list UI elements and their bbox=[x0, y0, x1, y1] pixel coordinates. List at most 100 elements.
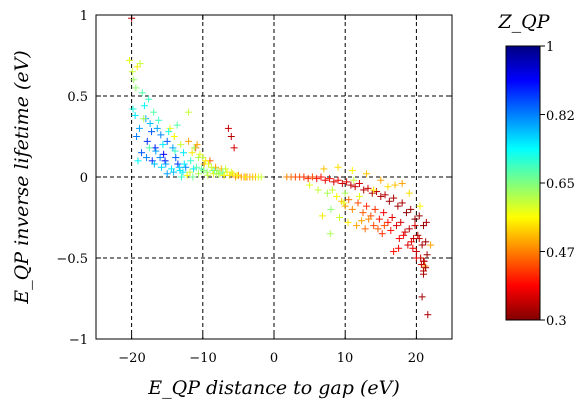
data-point bbox=[385, 197, 393, 205]
data-point bbox=[390, 194, 398, 202]
data-point bbox=[192, 163, 200, 171]
data-point bbox=[400, 231, 408, 239]
data-point bbox=[355, 179, 363, 187]
data-point bbox=[422, 264, 430, 272]
data-point bbox=[313, 175, 321, 183]
data-point bbox=[140, 102, 148, 110]
data-point bbox=[189, 173, 197, 181]
data-point bbox=[193, 141, 201, 149]
data-point bbox=[360, 186, 368, 194]
data-point bbox=[394, 202, 402, 210]
data-point bbox=[330, 178, 338, 186]
data-point bbox=[363, 202, 371, 210]
data-point bbox=[136, 60, 144, 68]
data-point bbox=[345, 196, 353, 204]
data-point bbox=[390, 248, 398, 256]
data-point bbox=[420, 222, 428, 230]
data-point bbox=[153, 124, 161, 132]
data-point bbox=[148, 128, 156, 136]
data-point bbox=[171, 147, 179, 155]
data-point bbox=[384, 183, 392, 191]
data-point bbox=[128, 68, 136, 76]
data-point bbox=[132, 84, 140, 92]
data-point bbox=[129, 105, 137, 113]
colorbar-tick-label: 0.3 bbox=[546, 314, 567, 329]
data-point bbox=[364, 184, 372, 192]
data-point bbox=[358, 217, 366, 225]
data-point bbox=[204, 160, 212, 168]
data-point bbox=[377, 192, 385, 200]
data-point bbox=[374, 225, 382, 233]
data-point bbox=[340, 199, 348, 207]
data-point bbox=[314, 186, 322, 194]
data-point bbox=[336, 214, 344, 221]
data-point bbox=[172, 154, 180, 162]
data-point bbox=[420, 270, 428, 278]
data-point bbox=[407, 238, 415, 246]
colorbar-tick-label: 0.47 bbox=[546, 246, 575, 261]
data-point bbox=[412, 248, 420, 256]
data-point bbox=[213, 167, 221, 175]
data-point bbox=[187, 157, 195, 165]
data-point bbox=[334, 163, 342, 171]
x-tick-label: 20 bbox=[408, 351, 425, 366]
data-point bbox=[177, 141, 185, 149]
data-point bbox=[200, 167, 208, 175]
data-point bbox=[306, 181, 314, 189]
data-point bbox=[204, 171, 212, 179]
colorbar-ticks bbox=[540, 45, 545, 321]
data-point bbox=[195, 170, 203, 178]
data-point bbox=[424, 311, 432, 319]
data-point bbox=[380, 222, 388, 230]
colorbar-title: Z_QP bbox=[497, 11, 550, 33]
data-point bbox=[328, 186, 336, 194]
data-point bbox=[180, 149, 188, 157]
data-point bbox=[177, 173, 185, 181]
data-point bbox=[157, 131, 165, 139]
y-tick-label: 1 bbox=[80, 9, 88, 24]
data-point bbox=[176, 167, 184, 175]
data-point bbox=[185, 108, 193, 116]
data-point bbox=[308, 173, 316, 181]
x-tick-label: −20 bbox=[118, 351, 145, 366]
data-point bbox=[398, 199, 406, 207]
data-point bbox=[326, 230, 334, 238]
data-point bbox=[354, 199, 362, 207]
data-point bbox=[365, 215, 373, 223]
data-point bbox=[170, 133, 178, 140]
data-point bbox=[348, 167, 356, 175]
data-point bbox=[196, 150, 204, 158]
data-point bbox=[202, 157, 210, 165]
data-point bbox=[156, 154, 164, 162]
data-point bbox=[370, 222, 378, 230]
y-tick-label: 0.5 bbox=[67, 90, 88, 105]
data-point bbox=[418, 293, 426, 301]
data-point bbox=[188, 149, 196, 157]
data-point bbox=[155, 116, 163, 124]
data-point bbox=[227, 133, 235, 140]
data-point bbox=[163, 170, 171, 178]
data-point bbox=[219, 168, 227, 176]
data-point bbox=[135, 124, 143, 132]
data-point bbox=[370, 186, 378, 194]
y-axis-label: E_QP inverse lifetime (eV) bbox=[11, 50, 33, 304]
data-point bbox=[150, 108, 158, 116]
data-point bbox=[368, 189, 376, 197]
data-point bbox=[333, 192, 341, 200]
data-point bbox=[405, 189, 413, 197]
data-point bbox=[409, 244, 417, 252]
data-point bbox=[304, 175, 312, 183]
data-point bbox=[416, 202, 424, 210]
data-point bbox=[392, 222, 400, 230]
data-point bbox=[377, 176, 385, 184]
data-point bbox=[371, 205, 379, 213]
data-point bbox=[411, 222, 419, 230]
data-point bbox=[363, 170, 371, 178]
data-point bbox=[179, 168, 187, 176]
data-point bbox=[407, 205, 415, 213]
data-point bbox=[320, 165, 328, 173]
data-point bbox=[173, 121, 181, 129]
data-point bbox=[227, 168, 235, 176]
data-point bbox=[397, 218, 405, 226]
